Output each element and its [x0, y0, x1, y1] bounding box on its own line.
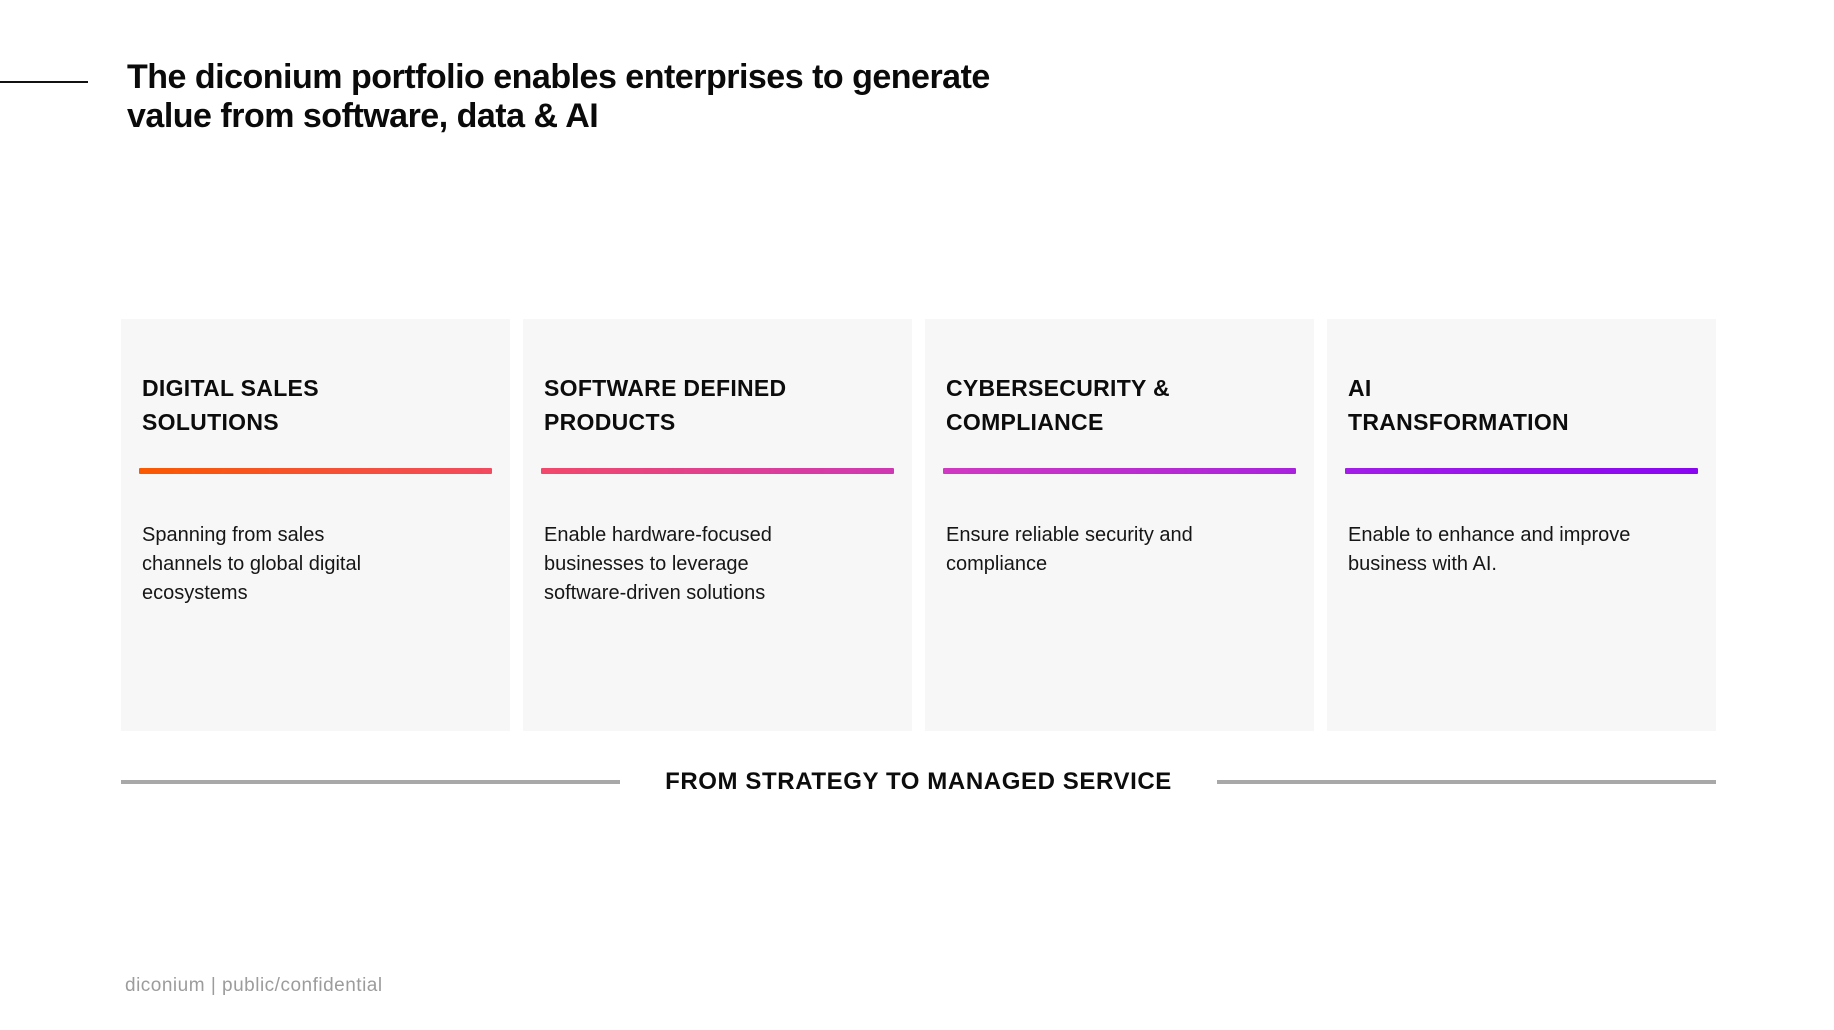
card-accent-line: [139, 468, 492, 474]
card-accent-line: [1345, 468, 1698, 474]
portfolio-cards: DIGITAL SALES SOLUTIONS Spanning from sa…: [121, 319, 1716, 731]
card-accent-line: [541, 468, 894, 474]
page-title: The diconium portfolio enables enterpris…: [127, 58, 990, 135]
portfolio-card: CYBERSECURITY & COMPLIANCE Ensure reliab…: [925, 319, 1314, 731]
banner-left-line: [121, 780, 621, 784]
title-accent-rule: [0, 81, 88, 83]
card-accent-line: [943, 468, 1296, 474]
banner-text: FROM STRATEGY TO MANAGED SERVICE: [665, 768, 1172, 795]
portfolio-card: SOFTWARE DEFINED PRODUCTS Enable hardwar…: [523, 319, 912, 731]
card-title: SOFTWARE DEFINED PRODUCTS: [544, 375, 787, 435]
card-description: Enable to enhance and improve business w…: [1348, 524, 1631, 575]
portfolio-card: DIGITAL SALES SOLUTIONS Spanning from sa…: [121, 319, 510, 731]
card-description: Enable hardware-focused businesses to le…: [544, 524, 772, 604]
card-title: CYBERSECURITY & COMPLIANCE: [946, 375, 1170, 435]
card-title: AI TRANSFORMATION: [1348, 375, 1569, 435]
card-description: Ensure reliable security and compliance: [946, 524, 1193, 575]
card-description: Spanning from sales channels to global d…: [142, 524, 362, 604]
banner-right-line: [1216, 780, 1716, 784]
portfolio-card: AI TRANSFORMATION Enable to enhance and …: [1327, 319, 1716, 731]
strategy-banner: FROM STRATEGY TO MANAGED SERVICE: [121, 768, 1716, 796]
card-title: DIGITAL SALES SOLUTIONS: [142, 375, 319, 435]
slide-footer: diconium | public/confidential: [125, 975, 383, 996]
